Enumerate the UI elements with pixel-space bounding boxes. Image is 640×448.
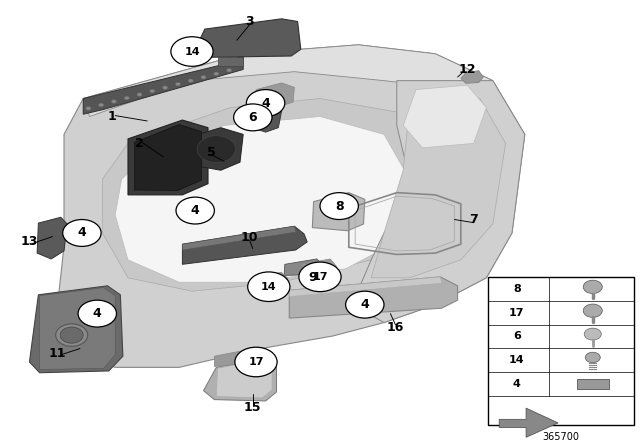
Polygon shape — [461, 71, 483, 83]
Circle shape — [234, 104, 272, 131]
Circle shape — [78, 300, 116, 327]
Text: 5: 5 — [207, 146, 216, 159]
Text: 11: 11 — [49, 347, 67, 361]
Polygon shape — [182, 226, 307, 264]
Text: 2: 2 — [135, 137, 144, 150]
Polygon shape — [248, 105, 282, 132]
Polygon shape — [289, 277, 442, 297]
Text: 6: 6 — [513, 332, 521, 341]
Text: 8: 8 — [513, 284, 521, 294]
Polygon shape — [312, 193, 365, 231]
Polygon shape — [128, 120, 208, 195]
Polygon shape — [115, 116, 410, 282]
Polygon shape — [499, 408, 558, 437]
Circle shape — [320, 193, 358, 220]
Polygon shape — [182, 226, 296, 250]
Text: 4: 4 — [191, 204, 200, 217]
Polygon shape — [261, 272, 288, 288]
Circle shape — [584, 328, 601, 340]
Text: 8: 8 — [335, 199, 344, 213]
Circle shape — [299, 262, 341, 292]
Circle shape — [63, 220, 101, 246]
Text: 10: 10 — [241, 231, 259, 244]
Polygon shape — [255, 83, 294, 107]
Bar — [577, 379, 609, 389]
Polygon shape — [83, 54, 243, 114]
Circle shape — [188, 79, 193, 82]
Circle shape — [99, 103, 104, 107]
Text: 17: 17 — [312, 272, 328, 282]
Text: 14: 14 — [184, 47, 200, 56]
Polygon shape — [403, 85, 486, 148]
Polygon shape — [102, 99, 435, 291]
Circle shape — [150, 89, 155, 93]
Circle shape — [248, 272, 290, 302]
Text: 3: 3 — [245, 15, 254, 28]
Polygon shape — [40, 288, 115, 370]
Text: 17: 17 — [509, 308, 525, 318]
Circle shape — [124, 96, 129, 100]
Polygon shape — [352, 81, 525, 323]
Circle shape — [163, 86, 168, 90]
Circle shape — [583, 280, 602, 293]
Polygon shape — [58, 45, 525, 367]
Polygon shape — [195, 19, 301, 57]
Polygon shape — [188, 45, 210, 56]
Text: 12: 12 — [458, 63, 476, 76]
Circle shape — [111, 100, 116, 103]
Polygon shape — [37, 217, 67, 259]
Text: 9: 9 — [308, 271, 317, 284]
Polygon shape — [371, 99, 506, 278]
Text: 4: 4 — [93, 307, 102, 320]
Polygon shape — [204, 358, 276, 401]
Circle shape — [176, 197, 214, 224]
FancyBboxPatch shape — [488, 277, 634, 425]
Text: 15: 15 — [244, 401, 262, 414]
Text: 14: 14 — [509, 355, 525, 365]
Polygon shape — [218, 57, 243, 66]
Text: 17: 17 — [248, 357, 264, 367]
Polygon shape — [284, 259, 323, 276]
Text: 4: 4 — [77, 226, 86, 240]
Polygon shape — [191, 128, 243, 170]
Polygon shape — [289, 277, 458, 318]
Text: 14: 14 — [261, 282, 276, 292]
Text: 4: 4 — [360, 298, 369, 311]
Circle shape — [201, 75, 206, 79]
Text: 1: 1 — [108, 110, 116, 123]
Circle shape — [171, 37, 213, 66]
Polygon shape — [216, 359, 272, 398]
Circle shape — [235, 347, 277, 377]
Text: 7: 7 — [469, 213, 478, 226]
Circle shape — [246, 90, 285, 116]
Circle shape — [214, 72, 219, 76]
Text: 4: 4 — [513, 379, 521, 389]
Circle shape — [56, 324, 88, 346]
Text: 4: 4 — [261, 96, 270, 110]
Circle shape — [227, 69, 232, 72]
Text: 13: 13 — [20, 235, 38, 249]
Text: 6: 6 — [248, 111, 257, 124]
Polygon shape — [29, 286, 123, 373]
Circle shape — [86, 107, 91, 110]
Polygon shape — [301, 259, 337, 279]
Polygon shape — [134, 125, 202, 190]
Circle shape — [583, 304, 602, 317]
Circle shape — [175, 82, 180, 86]
Circle shape — [197, 136, 236, 163]
Text: 365700: 365700 — [542, 432, 579, 442]
Circle shape — [60, 327, 83, 343]
Polygon shape — [214, 347, 269, 366]
Text: 16: 16 — [387, 320, 404, 334]
Circle shape — [585, 352, 600, 363]
Polygon shape — [83, 45, 493, 116]
Circle shape — [346, 291, 384, 318]
Circle shape — [137, 93, 142, 96]
